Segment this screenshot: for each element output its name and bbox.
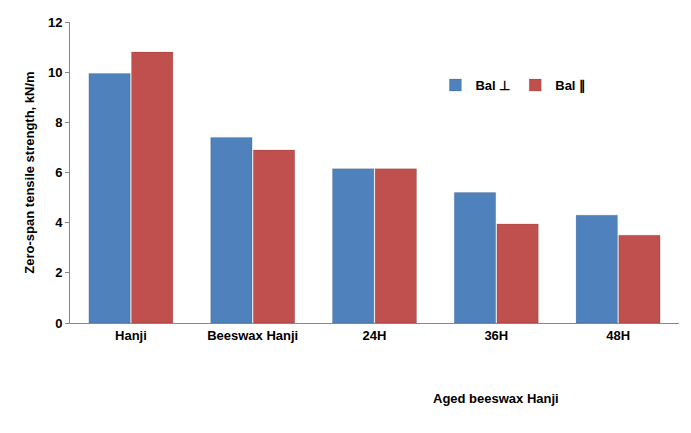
svg-text:12: 12 bbox=[48, 15, 62, 30]
svg-text:Zero-span tensile strength, kN: Zero-span tensile strength, kN/m bbox=[22, 71, 37, 273]
svg-text:8: 8 bbox=[55, 115, 62, 130]
svg-text:10: 10 bbox=[48, 65, 62, 80]
svg-text:Beeswax Hanji: Beeswax Hanji bbox=[207, 328, 298, 343]
svg-text:2: 2 bbox=[55, 265, 62, 280]
svg-text:48H: 48H bbox=[606, 328, 630, 343]
svg-text:4: 4 bbox=[55, 215, 63, 230]
svg-text:36H: 36H bbox=[484, 328, 508, 343]
svg-text:24H: 24H bbox=[363, 328, 387, 343]
svg-text:6: 6 bbox=[55, 165, 62, 180]
svg-text:Bal ⊥: Bal ⊥ bbox=[475, 78, 510, 93]
svg-text:Hanji: Hanji bbox=[115, 328, 147, 343]
svg-text:Aged beeswax Hanji: Aged beeswax Hanji bbox=[433, 391, 559, 406]
svg-text:0: 0 bbox=[55, 316, 62, 331]
svg-text:Bal ∥: Bal ∥ bbox=[555, 78, 586, 94]
